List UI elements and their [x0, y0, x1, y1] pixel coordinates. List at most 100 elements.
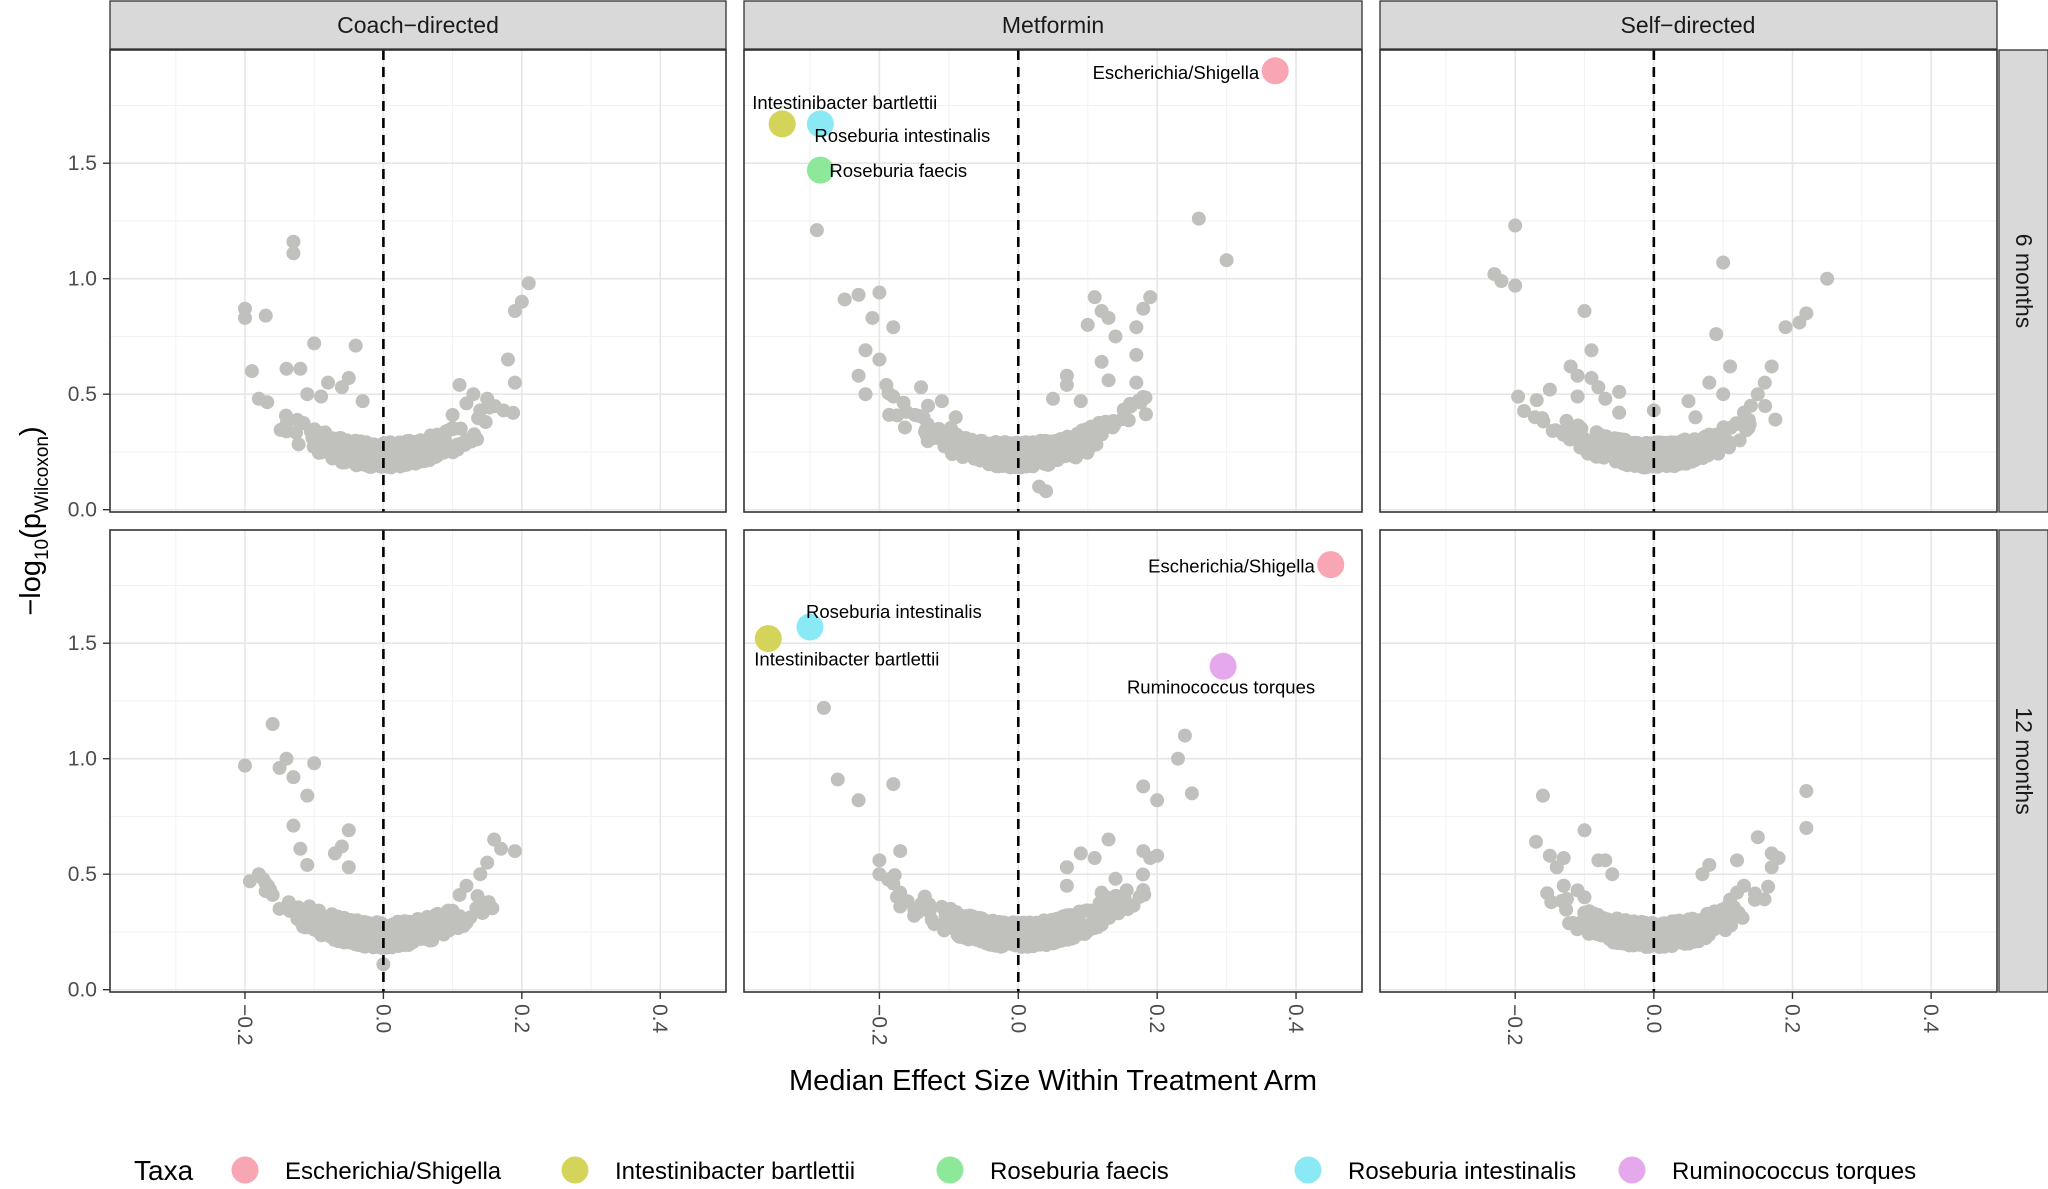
background-point [443, 914, 458, 929]
background-point [1757, 375, 1772, 390]
background-point [485, 901, 500, 916]
background-point [1535, 788, 1550, 803]
x-tick-label: 0.0 [1006, 1004, 1029, 1033]
background-point [293, 361, 308, 376]
background-point [1674, 434, 1689, 449]
background-point [1654, 452, 1669, 467]
background-point [1005, 934, 1020, 949]
y-axis-title-part: (p [15, 513, 47, 539]
highlight-label-ruminococcus-torques: Ruminococcus torques [1127, 676, 1315, 697]
background-point [1129, 320, 1144, 335]
background-point [1023, 936, 1038, 951]
x-tick-label: 0.2 [1780, 1004, 1803, 1033]
background-point [470, 889, 485, 904]
background-point [303, 424, 318, 439]
background-point [265, 717, 280, 732]
x-tick-label: 0.2 [1145, 1004, 1168, 1033]
background-point [1691, 924, 1706, 939]
background-point [1536, 414, 1551, 429]
y-axis-title-subscript: 10 [32, 539, 53, 560]
background-point [1060, 440, 1075, 455]
background-point [1670, 935, 1685, 950]
x-tick-label: −0.2 [1503, 1004, 1526, 1045]
background-point [478, 415, 493, 430]
background-point [265, 887, 280, 902]
highlight-point-intestinibacter-bartlettii [768, 110, 796, 138]
background-point [1129, 347, 1144, 362]
column-strip-metformin [743, 0, 1363, 50]
background-point [1697, 913, 1712, 928]
x-tick-label: 0.2 [510, 1004, 533, 1033]
background-point [1508, 278, 1523, 293]
background-point [1730, 853, 1745, 868]
background-point [1129, 375, 1144, 390]
background-point [403, 454, 418, 469]
row-label-6-months: 6 months [2011, 234, 2037, 329]
panel-coach-directed-12-months [109, 529, 727, 993]
background-point [378, 439, 393, 454]
background-point [410, 911, 425, 926]
background-point [399, 935, 414, 950]
background-point [1710, 908, 1725, 923]
background-point [1089, 437, 1104, 452]
background-point [1043, 434, 1058, 449]
background-point [1716, 387, 1731, 402]
background-point [1609, 439, 1624, 454]
background-point [851, 368, 866, 383]
background-point [334, 438, 349, 453]
background-point [1191, 211, 1206, 226]
background-point [872, 352, 887, 367]
panel-coach-directed-6-months [109, 49, 727, 513]
background-point [1695, 449, 1710, 464]
background-point [1584, 343, 1599, 358]
background-point [1637, 450, 1652, 465]
highlight-point-escherichia-shigella [1317, 551, 1345, 579]
background-point [851, 793, 866, 808]
background-point [1078, 426, 1093, 441]
background-point [1799, 820, 1814, 835]
x-tick-label: 0.4 [648, 1004, 671, 1034]
background-point [1184, 786, 1199, 801]
background-point [338, 913, 353, 928]
panel-border [1379, 529, 1998, 993]
background-point [521, 276, 536, 291]
background-point [1702, 375, 1717, 390]
background-point [244, 364, 259, 379]
background-point [473, 867, 488, 882]
legend-item-intestinibacter-bartlettii: Intestinibacter bartlettii [561, 1156, 855, 1185]
background-point [1605, 867, 1620, 882]
legend-title: Taxa [134, 1155, 194, 1186]
background-point [334, 839, 349, 854]
background-point [286, 234, 301, 249]
background-point [858, 343, 873, 358]
background-point [450, 442, 465, 457]
background-point [1556, 851, 1571, 866]
background-point [1559, 902, 1574, 917]
background-point [986, 918, 1001, 933]
background-point [1577, 890, 1592, 905]
background-point [302, 899, 317, 914]
background-point [1095, 422, 1110, 437]
background-point [300, 788, 315, 803]
background-point [1108, 329, 1123, 344]
background-point [385, 927, 400, 942]
y-tick-label: 1.5 [68, 152, 97, 175]
panel-border [743, 529, 1363, 993]
background-point [341, 860, 356, 875]
y-axis-title-subscript: Wilcoxon [32, 436, 53, 513]
background-point [809, 223, 824, 238]
background-point [286, 818, 301, 833]
y-axis-ticks: 0.0 0.5 1.0 1.5 0.0 0.5 1.0 1.5 [68, 152, 110, 1002]
background-point [311, 445, 326, 460]
legend-swatch [1618, 1156, 1646, 1184]
background-point [1219, 253, 1234, 268]
background-point [886, 389, 901, 404]
legend-swatch [1294, 1156, 1322, 1184]
background-point [317, 434, 332, 449]
background-point [480, 391, 495, 406]
y-axis-title-part: ) [15, 426, 47, 436]
highlight-label-escherichia-shigella: Escherichia/Shigella [1148, 556, 1315, 577]
panel-self-directed-6-months [1379, 49, 1998, 513]
legend-item-roseburia-intestinalis: Roseburia intestinalis [1294, 1156, 1576, 1185]
background-point [907, 908, 922, 923]
